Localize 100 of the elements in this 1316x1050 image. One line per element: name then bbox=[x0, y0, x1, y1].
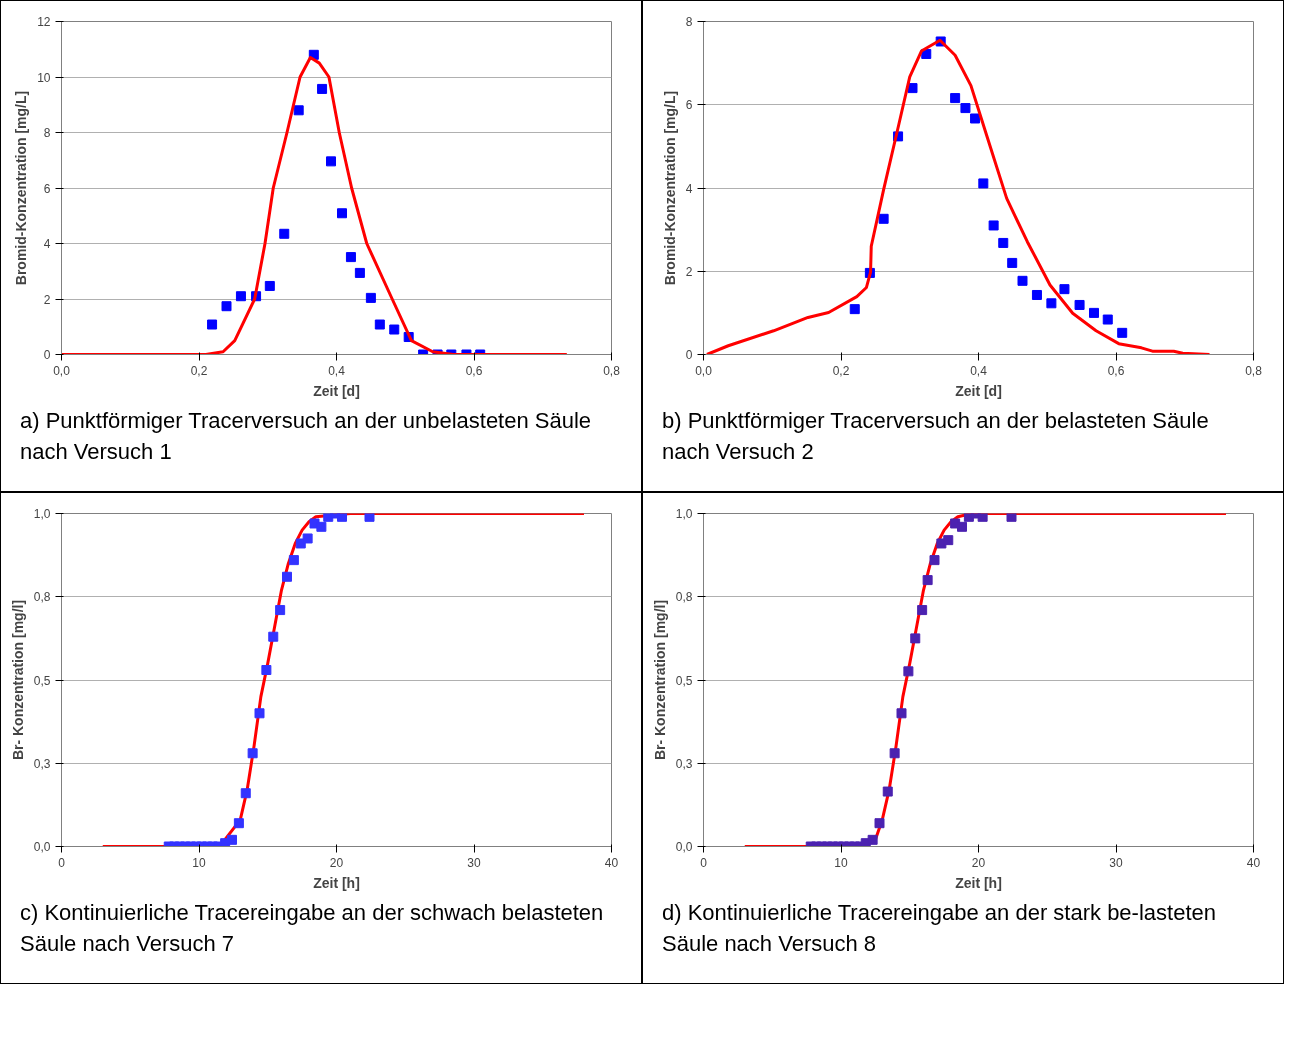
point bbox=[235, 291, 246, 302]
point bbox=[910, 633, 921, 644]
point bbox=[345, 252, 356, 263]
point bbox=[317, 83, 328, 94]
point bbox=[389, 324, 400, 335]
point bbox=[978, 178, 989, 189]
point bbox=[903, 666, 914, 677]
x-tick-label: 30 bbox=[1109, 855, 1123, 870]
x-axis-title: Zeit [d] bbox=[955, 382, 1002, 399]
y-tick-label: 8 bbox=[43, 126, 51, 140]
x-tick-label: 0,6 bbox=[1107, 363, 1125, 378]
y-tick-label: 6 bbox=[43, 181, 51, 196]
y-tick-label: 0,3 bbox=[33, 756, 51, 771]
y-tick-label: 4 bbox=[43, 237, 51, 251]
y-axis-title: Bromid-Konzentration [mg/L] bbox=[13, 90, 30, 286]
y-tick-label: 2 bbox=[43, 292, 51, 307]
x-tick-label: 40 bbox=[1246, 855, 1261, 870]
point bbox=[364, 513, 375, 522]
point bbox=[957, 521, 967, 532]
point bbox=[878, 213, 889, 224]
x-axis-title: Zeit [h] bbox=[955, 874, 1002, 891]
y-axis-title: Br- Konzentration [mg/l] bbox=[651, 599, 668, 761]
point bbox=[907, 83, 918, 94]
point bbox=[264, 280, 275, 291]
point bbox=[275, 605, 286, 616]
x-tick-label: 0,0 bbox=[695, 363, 713, 378]
text: c) Kontinuierliche Tracereingabe an der schwach belasteten Säule nach Versuch 7 bbox=[20, 899, 605, 958]
point bbox=[337, 208, 347, 219]
point bbox=[1089, 307, 1099, 318]
point bbox=[929, 555, 940, 566]
x-tick-label: 10 bbox=[834, 855, 848, 870]
x-tick-label: 0,2 bbox=[832, 363, 850, 378]
point bbox=[998, 237, 1009, 248]
point bbox=[1046, 298, 1057, 309]
point bbox=[950, 93, 961, 104]
x-axis-title: Zeit [d] bbox=[313, 382, 360, 399]
point bbox=[970, 113, 981, 124]
x-axis-title: Zeit [h] bbox=[313, 874, 360, 891]
y-tick-label: 0 bbox=[43, 348, 51, 362]
x-tick-label: 10 bbox=[192, 855, 206, 870]
text: d) Kontinuierliche Tracereingabe an der stark be-lasteten Säule nach Versuch 8 bbox=[662, 899, 1217, 958]
text: a) Punktförmiger Tracerversuch an der unbelasteten Säule nach Versuch 1 bbox=[20, 407, 593, 466]
text: b) Punktförmiger Tracerversuch an der belasteten Säule nach Versuch 2 bbox=[662, 407, 1210, 466]
x-tick-label: 0,4 bbox=[328, 363, 346, 378]
point bbox=[254, 708, 265, 719]
point bbox=[988, 220, 999, 231]
point bbox=[279, 228, 290, 239]
point bbox=[282, 571, 292, 582]
point bbox=[207, 319, 218, 330]
point bbox=[917, 605, 928, 616]
x-tick-label: 40 bbox=[604, 855, 619, 870]
y-tick-label: 0,3 bbox=[675, 756, 693, 771]
point bbox=[896, 708, 907, 719]
y-axis-title: Bromid-Konzentration [mg/L] bbox=[661, 90, 678, 286]
y-tick-label: 4 bbox=[685, 181, 693, 196]
point bbox=[1059, 284, 1070, 295]
x-tick-label: 0 bbox=[58, 855, 66, 870]
line-series bbox=[743, 513, 1228, 847]
point bbox=[1102, 314, 1113, 325]
y-tick-label: 0,0 bbox=[675, 840, 693, 854]
point bbox=[1007, 257, 1018, 268]
point bbox=[882, 786, 893, 797]
y-tick-label: 0,0 bbox=[33, 840, 51, 854]
point bbox=[240, 788, 251, 799]
point bbox=[268, 631, 279, 642]
y-tick-label: 12 bbox=[37, 15, 51, 29]
point bbox=[337, 513, 347, 522]
y-tick-label: 2 bbox=[685, 264, 693, 279]
y-tick-label: 8 bbox=[685, 15, 693, 29]
y-axis-title: Br- Konzentration [mg/l] bbox=[9, 599, 26, 761]
line-series bbox=[101, 513, 586, 847]
x-tick-label: 0 bbox=[700, 855, 708, 870]
point bbox=[316, 521, 327, 532]
x-tick-label: 0,6 bbox=[465, 363, 483, 378]
point bbox=[374, 319, 385, 330]
y-tick-label: 1,0 bbox=[33, 507, 51, 521]
point bbox=[261, 665, 272, 676]
point bbox=[922, 575, 933, 586]
point bbox=[849, 304, 860, 315]
line-series bbox=[705, 38, 1211, 355]
point bbox=[1031, 289, 1042, 300]
point bbox=[247, 748, 258, 759]
point bbox=[1006, 513, 1017, 522]
point bbox=[960, 103, 971, 114]
point bbox=[227, 834, 237, 845]
x-tick-label: 0,8 bbox=[603, 363, 621, 378]
x-tick-label: 0,8 bbox=[1245, 363, 1263, 378]
x-tick-label: 0,0 bbox=[53, 363, 71, 378]
y-tick-label: 0,5 bbox=[675, 673, 693, 688]
point bbox=[943, 535, 954, 546]
y-tick-label: 0,5 bbox=[33, 673, 51, 688]
point bbox=[302, 533, 313, 544]
x-tick-label: 0,4 bbox=[970, 363, 988, 378]
x-tick-label: 20 bbox=[971, 855, 986, 870]
y-tick-label: 0,8 bbox=[675, 590, 693, 605]
point bbox=[867, 834, 878, 845]
y-tick-label: 10 bbox=[37, 70, 51, 85]
point bbox=[977, 513, 988, 522]
point bbox=[1074, 299, 1085, 310]
point bbox=[889, 748, 900, 759]
